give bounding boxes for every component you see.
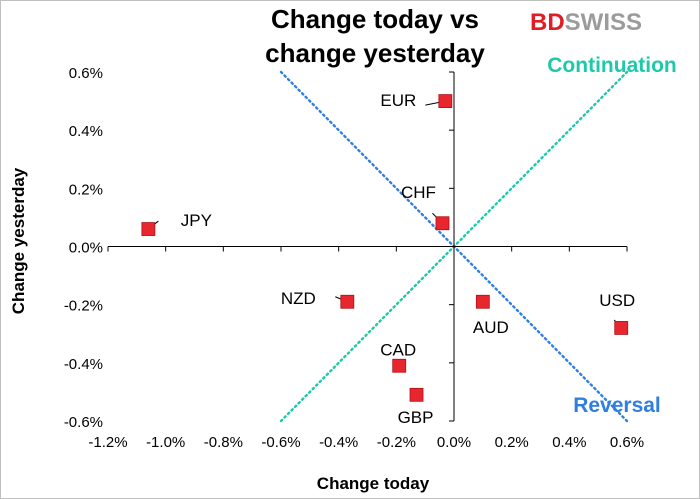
x-tick-label: -0.6% xyxy=(261,434,300,451)
x-tick-labels: -1.2% -1.0% -0.8% -0.6% -0.4% -0.2% 0.0% 0.2% 0.… xyxy=(88,434,644,451)
y-tick-label: -0.4% xyxy=(64,356,103,373)
point-gbp xyxy=(409,387,424,402)
y-axis-title: Change yesterday xyxy=(9,167,28,314)
point-label-cad: CAD xyxy=(380,341,416,360)
x-tick-label: -0.2% xyxy=(377,434,416,451)
chart-title-line-1: Change today vs xyxy=(271,4,479,34)
x-tick-label: -1.0% xyxy=(146,434,185,451)
point-nzd xyxy=(340,294,355,309)
point-label-nzd: NZD xyxy=(281,289,316,308)
point-label-chf: CHF xyxy=(401,183,436,202)
y-tick-label: -0.6% xyxy=(64,414,103,431)
logo-bd-text: BD xyxy=(530,9,565,36)
point-cad xyxy=(392,358,407,373)
point-jpy xyxy=(141,222,156,236)
point-label-jpy: JPY xyxy=(181,211,212,230)
point-label-usd: USD xyxy=(599,291,635,310)
y-tick-labels: -0.6% -0.4% -0.2% 0.0% 0.2% 0.4% 0.6% xyxy=(64,65,103,431)
chart-title: Change today vs change yesterday xyxy=(265,4,485,68)
y-tick-label: 0.6% xyxy=(69,65,103,82)
svg-text:BDSWISS: BDSWISS xyxy=(530,9,642,36)
x-tick-label: 0.0% xyxy=(437,434,471,451)
x-tick-label: 0.4% xyxy=(552,434,586,451)
point-label-aud: AUD xyxy=(473,318,509,337)
x-tick-label: 0.2% xyxy=(495,434,529,451)
point-label-eur: EUR xyxy=(380,91,416,110)
point-label-gbp: GBP xyxy=(398,408,434,427)
point-eur xyxy=(438,94,453,108)
continuation-label: Continuation xyxy=(547,54,676,77)
point-usd xyxy=(614,321,629,335)
reversal-label: Reversal xyxy=(573,394,661,417)
logo-swiss-text: SWISS xyxy=(565,9,642,36)
y-tick-label: 0.4% xyxy=(69,123,103,140)
x-tick-label: -0.4% xyxy=(319,434,358,451)
chart-title-line-2: change yesterday xyxy=(265,38,485,68)
x-axis-title: Change today xyxy=(317,474,430,493)
y-tick-label: -0.2% xyxy=(64,298,103,315)
brand-logo: BDSWISS xyxy=(530,9,642,36)
x-tick-label: -1.2% xyxy=(88,434,127,451)
x-tick-label: 0.6% xyxy=(610,434,644,451)
y-tick-label: 0.0% xyxy=(69,240,103,257)
data-points: EUR CHF JPY NZD AUD USD CAD GBP xyxy=(141,91,635,427)
point-chf xyxy=(435,216,450,231)
point-aud xyxy=(475,294,490,309)
y-tick-label: 0.2% xyxy=(69,181,103,198)
axes xyxy=(107,71,628,422)
x-tick-label: -0.8% xyxy=(204,434,243,451)
